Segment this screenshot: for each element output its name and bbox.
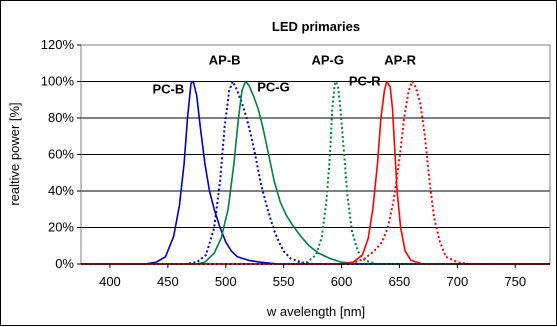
x-tick-label: 750 — [504, 274, 526, 289]
x-tick-label: 500 — [215, 274, 237, 289]
x-tick-label: 400 — [99, 274, 121, 289]
series-label-pc-b: PC-B — [152, 82, 184, 97]
series-ap-b-line — [81, 80, 550, 265]
chart-title: LED primaries — [272, 19, 360, 34]
x-axis-title: w avelength [nm] — [266, 304, 365, 319]
y-tick-label: 60% — [48, 147, 74, 162]
series-label-ap-b: AP-B — [209, 53, 241, 68]
series-label-pc-g: PC-G — [257, 80, 290, 95]
x-tick-label: 550 — [273, 274, 295, 289]
gridlines — [81, 44, 550, 228]
axes: 0% 20% 40% 60% 80% 100% 120% 400 450 500 550 600 650… — [41, 37, 550, 289]
series-labels: PC-B AP-B PC-G AP-G PC-RAP-R — [152, 53, 416, 97]
series-label-ap-r: AP-R — [384, 53, 416, 68]
y-tick-label: 40% — [48, 183, 74, 198]
y-tick-label: 100% — [41, 74, 75, 89]
x-tick-label: 450 — [157, 274, 179, 289]
series-label-ap-g: AP-G — [312, 53, 345, 68]
series-pc-g-line — [81, 80, 550, 265]
series-lines — [81, 80, 550, 265]
series-ap-r-line — [81, 80, 550, 265]
series-ap-g-line — [81, 80, 550, 265]
series-label-pc-r: PC-R — [349, 74, 381, 89]
y-tick-label: 20% — [48, 220, 74, 235]
x-tick-label: 700 — [447, 274, 469, 289]
y-tick-label: 120% — [41, 37, 75, 52]
y-tick-label: 80% — [48, 110, 74, 125]
x-tick-label: 600 — [331, 274, 353, 289]
x-tick-label: 650 — [389, 274, 411, 289]
series-pc-r-line — [81, 80, 550, 265]
series-pc-b-line — [81, 80, 550, 265]
y-axis-title: realtive power [%] — [7, 102, 22, 205]
y-tick-label: 0% — [55, 256, 74, 271]
